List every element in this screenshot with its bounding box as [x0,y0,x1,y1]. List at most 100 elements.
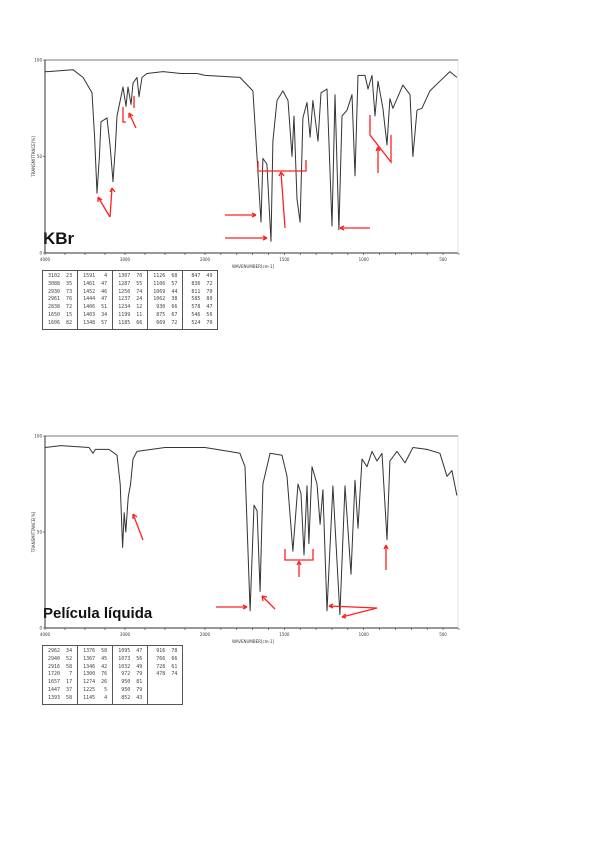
peak-entry: 930 66 [153,304,178,311]
arrow-annotation [375,146,381,173]
peak-entry: 524 70 [188,319,213,326]
peak-entry: 1287 55 [118,280,143,287]
x-tick-label: 500 [439,257,447,262]
peak-entry: 847 49 [188,273,213,279]
y-tick-label: 50 [37,154,43,159]
peak-entry: 669 72 [153,319,178,326]
peak-entry: 1106 57 [153,280,178,287]
peak-entry: 916 78 [153,648,178,654]
y-tick-label: 0 [39,626,42,631]
peak-entry: 1452 46 [83,288,108,295]
peak-entry: 478 74 [153,671,178,678]
x-tick-label: 1000 [359,257,370,262]
peak-table-column: 1591 4 1461 47 1452 46 1444 47 1406 51 1403 3… [77,270,113,330]
bracket-annotation [122,96,135,123]
y-tick-label: 0 [39,251,42,256]
sample-medium-label: KBr [43,229,75,248]
plot-pelicula: 4000 3000 2000 1500 1000 500100500WAVENUMBER[… [31,434,460,644]
peak-entry: 1348 57 [83,319,108,326]
arrow-annotation [278,171,286,229]
x-tick-label: 500 [439,632,447,637]
peak-entry: 811 70 [188,288,213,295]
peak-entry: 1346 42 [83,663,108,670]
peak-entry: 1650 15 [48,311,73,318]
peak-entry: 1376 58 [83,648,108,654]
peak-table-column: 916 78 766 66 728 61 478 74 [147,645,183,705]
y-axis-label: TRANSMITTANCE[%] [31,136,36,178]
spectrum-trace [45,69,458,242]
arrow-annotation [225,212,257,218]
peak-entry: 3102 23 [48,273,73,279]
bracket-annotation [284,549,314,561]
peak-entry: 1126 68 [153,273,178,279]
sample-medium-label: Película líquida [43,605,153,622]
peak-entry: 578 47 [188,304,213,311]
peak-entry: 1237 24 [118,296,143,303]
peak-entry: 1073 56 [118,655,143,662]
peak-table-column: 3102 23 3088 35 2930 73 2961 76 2838 72 1650 … [41,270,78,330]
peak-entry: 1062 38 [153,296,178,303]
peak-entry: 852 43 [118,694,143,701]
peak-entry: 3088 35 [48,280,73,287]
y-tick-label: 100 [34,58,42,63]
peak-entry: 1720 7 [48,671,73,678]
bracket-annotation [369,115,392,164]
arrow-annotation [383,544,389,570]
peak-table-column: 1126 68 1106 57 1069 44 1062 38 930 66 875 … [147,270,183,330]
peak-entry: 2930 73 [48,288,73,295]
peak-table-kbr: 3102 23 3088 35 2930 73 2961 76 2838 72 1650 … [41,270,219,330]
arrow-annotation [216,604,248,610]
x-axis-label: WAVENUMBER[cm-1] [232,639,275,644]
peak-entry: 1095 47 [118,648,143,654]
peak-entry: 1461 47 [83,280,108,287]
peak-entry: 1447 37 [48,686,73,693]
peak-entry: 1145 4 [83,694,108,701]
peak-entry: 972 79 [118,671,143,678]
peak-table-column: 1376 58 1367 45 1346 42 1300 76 1274 26 1225 … [77,645,113,705]
peak-entry: 728 61 [153,663,178,670]
arrow-annotation [261,595,276,610]
peak-entry: 766 66 [153,655,178,662]
peak-table-pelicula-liquida: 2962 34 2940 52 2916 58 1720 7 1657 17 1447 3… [41,645,184,705]
arrow-annotation [97,187,116,218]
annotation-arrows-kbr [97,96,392,241]
peak-entry: 1274 26 [83,679,108,686]
x-tick-label: 2000 [200,257,211,262]
arrow-annotation [225,235,268,241]
peak-table-column: 1307 70 1287 55 1250 74 1237 24 1234 12 1199 … [112,270,148,330]
peak-entry: 1032 49 [118,663,143,670]
arrow-annotation [128,112,137,129]
x-tick-label: 1500 [279,632,290,637]
peak-entry: 1367 45 [83,655,108,662]
y-tick-label: 100 [34,434,42,439]
peak-table-column: 847 49 836 72 811 70 585 80 578 47 546 5… [182,270,218,330]
peak-entry: 1199 11 [118,311,143,318]
peak-entry: 546 56 [188,311,213,318]
peak-entry: 2962 34 [48,648,73,654]
x-tick-label: 4000 [40,632,51,637]
peak-entry: 1307 70 [118,273,143,279]
peak-entry: 1250 74 [118,288,143,295]
peak-entry: 1591 4 [83,273,108,279]
peak-entry: 1444 47 [83,296,108,303]
arrow-annotation [339,225,370,231]
x-tick-label: 1000 [359,632,370,637]
bracket-annotation [257,160,307,172]
x-tick-label: 2000 [200,632,211,637]
peak-entry: 1406 51 [83,304,108,311]
peak-entry: 1300 76 [83,671,108,678]
spectrum-trace [44,445,458,616]
x-tick-label: 4000 [40,257,51,262]
peak-entry: 2916 58 [48,663,73,670]
peak-table-row: 3102 23 3088 35 2930 73 2961 76 2838 72 1650 … [41,270,218,330]
peak-entry: 1225 5 [83,686,108,693]
peak-entry: 950 79 [118,686,143,693]
annotation-arrows-pelicula [132,513,389,619]
peak-entry: 1234 12 [118,304,143,311]
peak-entry: 2961 76 [48,296,73,303]
arrow-annotation [296,560,302,577]
peak-entry: 875 67 [153,311,178,318]
